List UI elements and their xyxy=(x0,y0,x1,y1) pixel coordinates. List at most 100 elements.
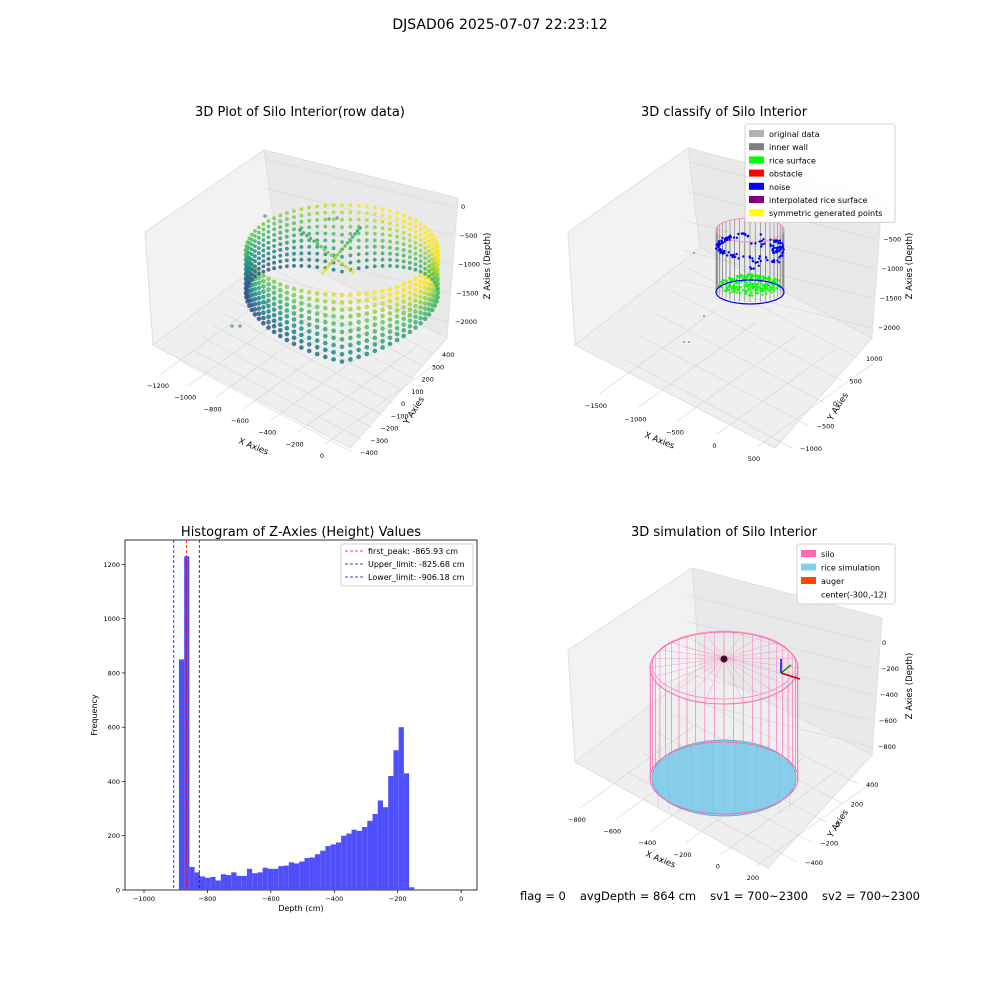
raw-point xyxy=(306,296,312,302)
noise-point xyxy=(758,240,762,243)
x-tick-label: −400 xyxy=(638,839,656,847)
raw-point xyxy=(284,296,290,302)
raw-point xyxy=(285,211,289,216)
raw-point xyxy=(394,337,400,343)
noise-point xyxy=(715,244,719,247)
raw-point xyxy=(278,305,283,310)
rice-surface-point xyxy=(761,290,764,293)
x-grid-line xyxy=(598,308,718,395)
rice-surface-point xyxy=(750,285,753,288)
raw-point xyxy=(418,227,423,232)
rice-surface-point xyxy=(765,292,768,295)
raw-point xyxy=(427,244,431,249)
raw-point xyxy=(423,235,427,240)
raw-point xyxy=(364,351,370,357)
histogram-bar xyxy=(273,868,279,890)
raw-point xyxy=(256,311,262,317)
raw-point xyxy=(329,253,334,257)
raw-point xyxy=(380,301,385,306)
raw-point xyxy=(348,224,353,229)
noise-point xyxy=(777,240,780,243)
raw-point xyxy=(272,233,276,237)
raw-point xyxy=(285,217,289,221)
raw-point xyxy=(331,210,336,215)
silo-roof-line xyxy=(723,657,799,669)
raw-point xyxy=(284,308,290,313)
raw-point xyxy=(413,257,418,261)
raw-point xyxy=(245,299,250,304)
histogram-bar xyxy=(236,875,242,890)
raw-point xyxy=(266,262,271,267)
raw-point xyxy=(315,242,320,246)
raw-point xyxy=(372,218,377,223)
rice-surface-point xyxy=(732,285,736,288)
raw-point xyxy=(271,301,277,307)
raw-point xyxy=(292,264,296,268)
noise-point xyxy=(758,255,761,258)
silo-roof-line xyxy=(659,649,725,659)
raw-point xyxy=(408,221,412,226)
raw-point xyxy=(299,288,304,294)
raw-point xyxy=(299,301,304,306)
status-line: flag = 0 avgDepth = 864 cm sv1 = 700~2300 s… xyxy=(520,889,934,903)
raw-point xyxy=(394,284,400,290)
y-tick-label: 100 xyxy=(411,388,423,396)
histogram-bar xyxy=(356,830,363,890)
rice-surface-point xyxy=(732,288,735,291)
raw-point xyxy=(395,246,399,251)
histogram-bar xyxy=(288,862,295,890)
rice-surface-point xyxy=(736,275,739,278)
x-grid-line xyxy=(720,769,839,855)
raw-point xyxy=(423,271,427,276)
raw-point xyxy=(380,332,385,338)
histogram-bar xyxy=(246,868,253,890)
raw-point xyxy=(372,205,377,210)
rice-surface-point xyxy=(747,287,750,291)
raw-point xyxy=(394,325,400,331)
x-grid-line xyxy=(297,347,416,433)
raw-point xyxy=(422,285,428,291)
noise-point xyxy=(778,256,781,259)
raw-point xyxy=(285,252,289,257)
raw-point xyxy=(426,276,432,282)
raw-point xyxy=(372,335,378,341)
outlier-point xyxy=(683,341,685,343)
raw-point xyxy=(364,304,370,310)
histogram-bar xyxy=(294,863,300,890)
raw-point xyxy=(435,268,440,272)
noise-point xyxy=(760,245,763,248)
legend-label: symmetric generated points xyxy=(769,209,882,218)
rice-surface-point xyxy=(731,290,734,293)
rice-surface-point xyxy=(746,289,749,292)
z-tick-label: −2000 xyxy=(878,324,900,332)
raw-point xyxy=(413,314,418,320)
noise-point xyxy=(748,256,751,259)
raw-point xyxy=(427,264,431,269)
raw-point xyxy=(323,210,328,215)
raw-point xyxy=(266,219,271,224)
raw-point xyxy=(328,262,332,266)
noise-point xyxy=(774,239,777,242)
x-tick-label: −1000 xyxy=(174,394,196,402)
raw-point xyxy=(432,236,437,241)
raw-point xyxy=(315,211,320,216)
raw-point xyxy=(323,268,327,272)
y-tick-label: 1000 xyxy=(103,615,120,623)
raw-point xyxy=(395,240,399,245)
raw-point xyxy=(348,357,353,362)
raw-point xyxy=(423,230,427,235)
noise-point xyxy=(727,235,731,239)
raw-point xyxy=(271,307,277,312)
raw-point xyxy=(261,294,266,300)
raw-point xyxy=(253,239,257,244)
raw-point xyxy=(323,238,328,243)
raw-point xyxy=(401,328,407,333)
raw-point xyxy=(401,225,406,229)
raw-point xyxy=(285,258,289,263)
raw-point xyxy=(253,274,257,279)
raw-point xyxy=(266,325,271,330)
raw-point xyxy=(278,248,283,252)
raw-point xyxy=(350,270,355,274)
raw-point xyxy=(380,338,385,344)
panel-histogram: Histogram of Z-Axies (Height) Values −10… xyxy=(90,525,478,913)
